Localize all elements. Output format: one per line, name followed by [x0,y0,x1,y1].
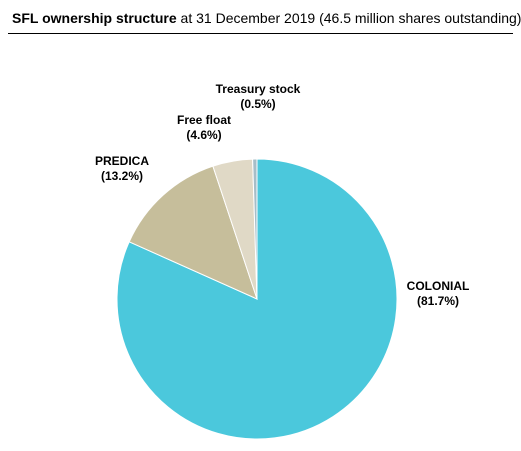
label-treasury-stock-value: (0.5%) [240,97,275,111]
label-treasury-stock-name: Treasury stock [216,82,301,96]
pie-slice-predica [128,165,258,300]
pie-slice-colonial [116,158,398,440]
label-free-float-name: Free float [177,113,231,127]
label-free-float-value: (4.6%) [186,128,221,142]
chart-header: SFL ownership structure at 31 December 2… [8,5,521,34]
pie-slices [116,158,398,440]
pie-slice-treasury-stock [252,158,258,300]
label-colonial-value: (81.7%) [417,294,459,308]
label-predica-value: (13.2%) [101,169,143,183]
chart-title-rest: at 31 December 2019 (46.5 million shares… [176,10,521,26]
chart-title-bold: SFL ownership structure [12,10,177,26]
label-predica-name: PREDICA [95,154,149,168]
label-colonial-name: COLONIAL [407,279,470,293]
slice-labels: COLONIAL (81.7%) PREDICA (13.2%) Free fl… [95,82,469,308]
chart-title: SFL ownership structure at 31 December 2… [12,10,521,26]
